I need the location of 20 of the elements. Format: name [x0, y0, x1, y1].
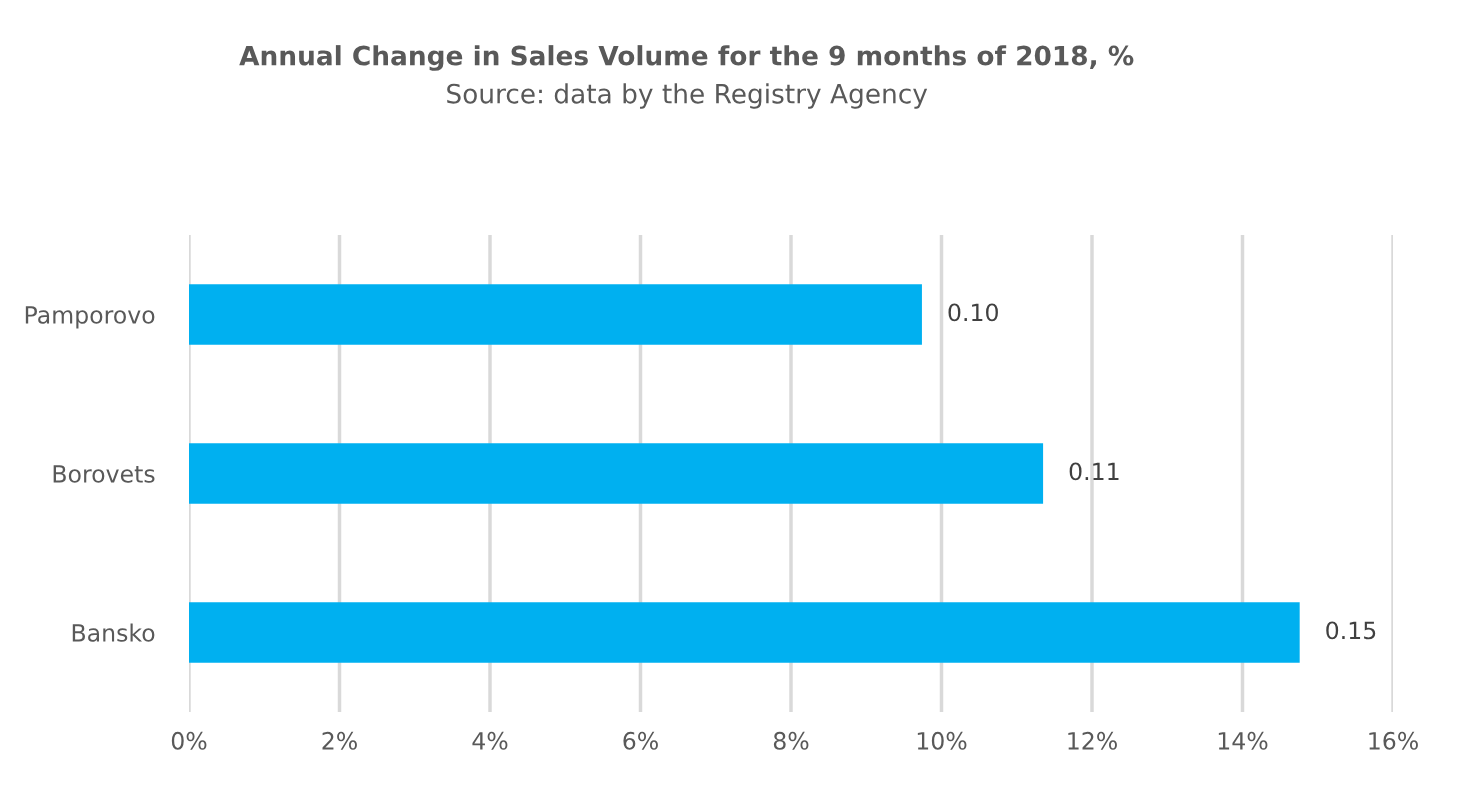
x-tick-label: 14% [1218, 731, 1268, 750]
data-label: 0.15 [1326, 621, 1376, 640]
y-tick-label: Bansko [72, 623, 155, 642]
x-tick-label: 12% [1068, 731, 1117, 750]
bar [189, 602, 1300, 663]
data-label: 0.10 [948, 303, 998, 322]
bar [189, 443, 1044, 504]
y-tick-label: Pamporovo [25, 306, 155, 329]
bar [189, 284, 922, 345]
x-tick-label: 10% [917, 731, 967, 750]
data-label: 0.11 [1069, 462, 1119, 481]
chart-subtitle: Source: data by the Registry Agency [447, 83, 928, 109]
x-tick-label: 2% [322, 731, 357, 750]
y-tick-label: Borovets [53, 465, 155, 483]
chart-title: Annual Change in Sales Volume for the 9 months of 2018, % [239, 45, 1134, 71]
x-tick-label: 6% [623, 731, 658, 750]
x-tick-label: 0% [171, 731, 207, 750]
x-tick-label: 16% [1369, 731, 1418, 750]
x-tick-label: 8% [773, 731, 809, 750]
x-tick-label: 4% [472, 731, 508, 750]
